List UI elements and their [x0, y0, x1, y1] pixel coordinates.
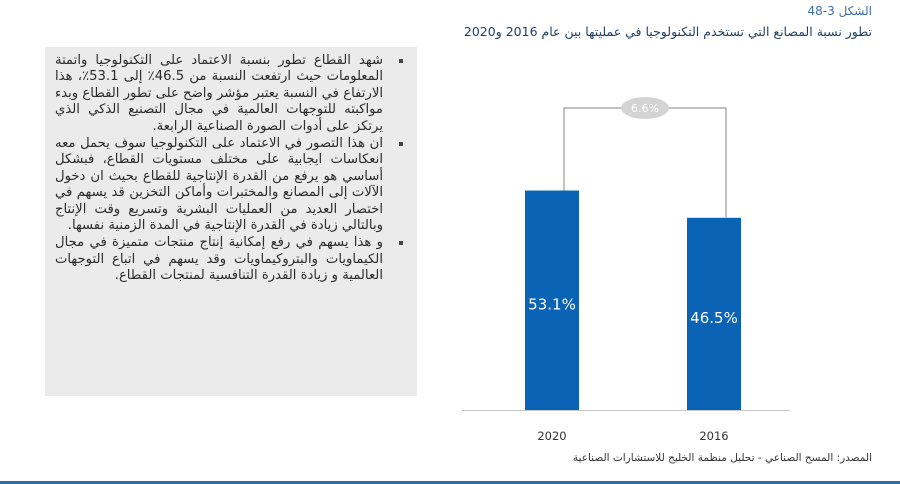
figure-title: تطور نسبة المصانع التي تستخدم التكنولوجي…	[463, 24, 872, 39]
bullet-text: ان هذا التصور في الاعتماد على التكنولوجي…	[55, 136, 383, 234]
bullet-square-icon	[399, 142, 403, 147]
bar-2020	[525, 190, 579, 410]
bottom-rule	[0, 481, 900, 484]
x-tick-label: 2020	[537, 429, 566, 443]
bullet-square-icon	[399, 241, 403, 246]
difference-label: 6.6%	[631, 102, 659, 115]
bullet-item: و هذا يسهم في رفع إمكانية إنتاج منتجات م…	[55, 235, 405, 284]
bar-value-label: 53.1%	[528, 295, 576, 313]
bullet-square-icon	[399, 59, 403, 63]
bullet-item: شهد القطاع تطور بنسبة الاعتماد على التكن…	[55, 53, 405, 135]
bullet-text: شهد القطاع تطور بنسبة الاعتماد على التكن…	[55, 53, 383, 134]
bullet-item: ان هذا التصور في الاعتماد على التكنولوجي…	[55, 136, 405, 234]
figure-label: الشكل 3-48	[807, 4, 873, 18]
x-tick-label: 2016	[699, 429, 728, 443]
bullet-panel: شهد القطاع تطور بنسبة الاعتماد على التكن…	[45, 47, 417, 396]
difference-bubble	[621, 97, 669, 119]
bar-2016	[687, 217, 741, 410]
source-note: المصدر: المسح الصناعي - تحليل منظمة الخل…	[572, 452, 872, 464]
difference-bracket	[563, 107, 727, 218]
bullet-text: و هذا يسهم في رفع إمكانية إنتاج منتجات م…	[55, 235, 383, 284]
bar-value-label: 46.5%	[690, 309, 738, 327]
bullet-list: شهد القطاع تطور بنسبة الاعتماد على التكن…	[55, 53, 405, 285]
